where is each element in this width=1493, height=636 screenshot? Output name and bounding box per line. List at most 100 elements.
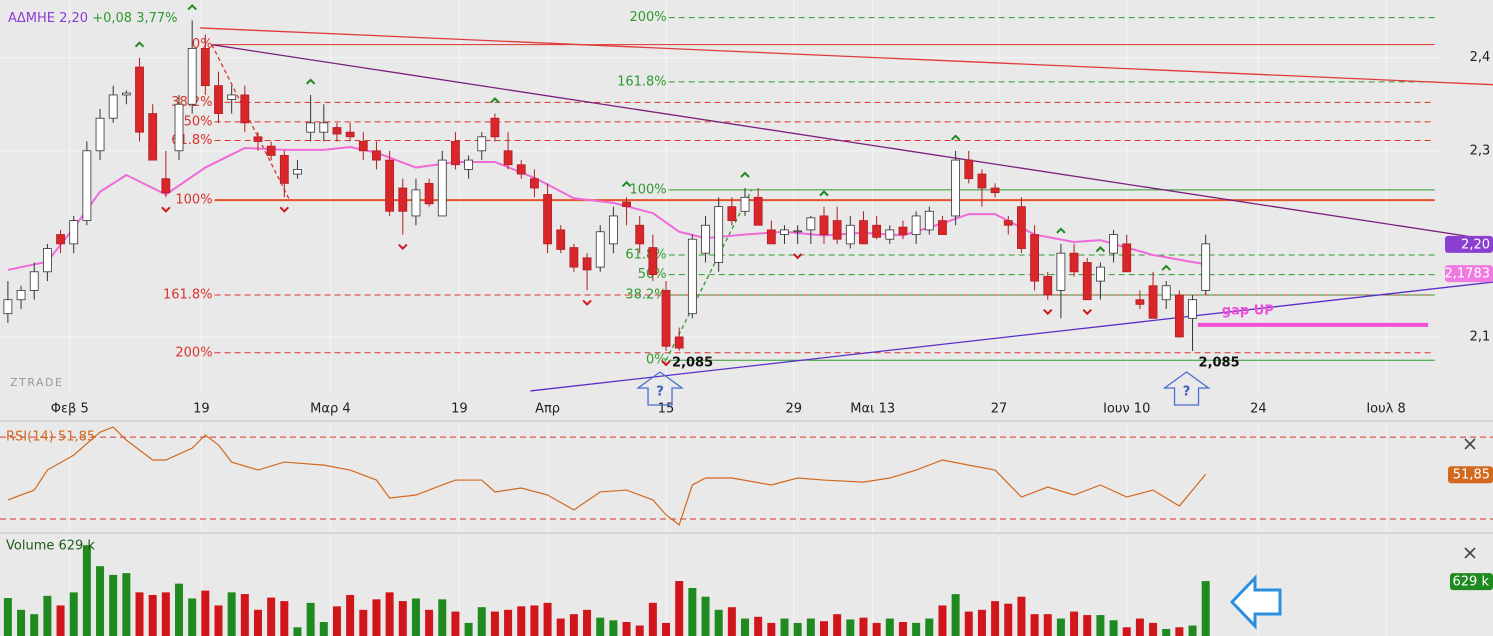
volume-bar <box>675 581 684 636</box>
candle-body <box>227 94 237 100</box>
candle-body <box>372 150 381 161</box>
x-tick-label: Μαρ 4 <box>310 402 350 417</box>
volume-bar <box>622 622 631 636</box>
candle-body <box>622 201 631 208</box>
pivot-low <box>161 206 171 213</box>
volume-bar <box>1056 618 1065 636</box>
x-tick-label: Απρ <box>535 402 560 417</box>
candle-body <box>29 271 39 291</box>
candle-body <box>464 159 473 170</box>
fib-label: 38.2% <box>625 288 666 303</box>
volume-bar <box>411 598 420 636</box>
candle-body <box>1082 262 1092 301</box>
fib-label: 200% <box>629 10 666 25</box>
fib-label: 161.8% <box>617 74 667 89</box>
volume-bar <box>806 618 815 636</box>
volume-bar <box>425 609 434 636</box>
volume-bar <box>991 601 1000 636</box>
volume-bar <box>346 594 355 636</box>
volume-bar <box>1017 596 1026 636</box>
price-badge <box>1445 265 1493 283</box>
pivot-high <box>1056 227 1066 234</box>
candle-body <box>1043 276 1053 296</box>
pivot-high <box>621 180 632 188</box>
volume-bar <box>1149 622 1158 636</box>
candle-body <box>859 220 868 245</box>
price-change: +0,08 3,77% <box>92 11 177 26</box>
volume-bar <box>43 595 52 636</box>
volume-bar <box>306 602 315 636</box>
volume-bar <box>227 592 236 636</box>
volume-bar <box>662 622 671 636</box>
volume-bar <box>1109 620 1118 636</box>
candle-body <box>964 159 974 180</box>
candle-body <box>543 194 552 245</box>
volume-bar <box>1201 581 1210 636</box>
rsi-badge-label: 51,85 <box>1453 468 1490 483</box>
candle-body <box>319 122 329 133</box>
pivot-low <box>582 299 592 306</box>
volume-bar <box>372 599 381 636</box>
volume-bar <box>451 611 460 636</box>
candle-body <box>16 290 26 301</box>
candle-body <box>1201 243 1211 291</box>
volume-bar <box>148 594 157 636</box>
x-tick-label: 24 <box>1250 402 1267 417</box>
candle-body <box>1030 234 1039 282</box>
volume-bar <box>1135 618 1144 636</box>
trendline <box>211 44 1493 241</box>
candle-body <box>1161 285 1171 301</box>
candle-body <box>82 150 92 221</box>
candle-body <box>135 66 144 133</box>
candle-body <box>898 226 908 235</box>
candle-body <box>332 127 342 135</box>
candle-body <box>832 220 842 240</box>
candle-body <box>1122 243 1132 273</box>
volume-bar <box>96 566 105 636</box>
candle-body <box>530 178 539 189</box>
volume-bar <box>1070 611 1079 636</box>
pivot-low <box>1082 309 1092 316</box>
watermark: ZTRADE <box>10 376 63 389</box>
low-annotation: 2,085 <box>1199 355 1240 370</box>
volume-bar <box>1096 615 1105 636</box>
volume-bar <box>30 614 39 636</box>
pivot-low <box>1043 309 1053 316</box>
volume-bar <box>1004 603 1013 636</box>
close-icon[interactable] <box>1464 547 1476 559</box>
gap-label: gap UP <box>1222 303 1274 318</box>
close-icon[interactable] <box>1464 438 1476 450</box>
volume-bar <box>701 596 710 636</box>
volume-bar <box>477 607 486 636</box>
candle-body <box>727 206 737 221</box>
symbol-title: ΑΔΜΗΕ 2,20 <box>8 11 88 26</box>
x-tick-label: Μαι 13 <box>850 402 895 417</box>
candle-body <box>806 217 816 231</box>
volume-bar <box>385 592 394 636</box>
candle-body <box>358 141 368 152</box>
price-badge-label: 2,1783 <box>1445 267 1491 282</box>
candle-body <box>477 136 487 152</box>
volume-bar <box>253 609 262 636</box>
chart-title: ΑΔΜΗΕ 2,20 +0,08 3,77% <box>8 11 178 26</box>
volume-bar <box>767 622 776 636</box>
question-arrow <box>1162 371 1211 406</box>
y-tick-label: 2,3 <box>1470 143 1491 158</box>
price-badge <box>1445 235 1493 253</box>
x-tick-label: 29 <box>785 402 802 417</box>
fib-label: 100% <box>175 193 212 208</box>
candle-body <box>42 248 52 273</box>
pivot-high <box>187 4 197 11</box>
candle-body <box>635 224 645 245</box>
candle-body <box>569 247 579 268</box>
volume-bar <box>1162 629 1171 636</box>
candle-body <box>701 224 710 254</box>
candle-body <box>1069 252 1079 273</box>
candle-body <box>516 164 526 175</box>
price-badge-label: 2,20 <box>1461 237 1490 252</box>
volume-bar <box>833 614 842 636</box>
volume-bar <box>1083 615 1092 636</box>
pivot-high <box>490 97 500 104</box>
volume-bar <box>648 602 657 636</box>
pivot-low <box>279 206 290 213</box>
